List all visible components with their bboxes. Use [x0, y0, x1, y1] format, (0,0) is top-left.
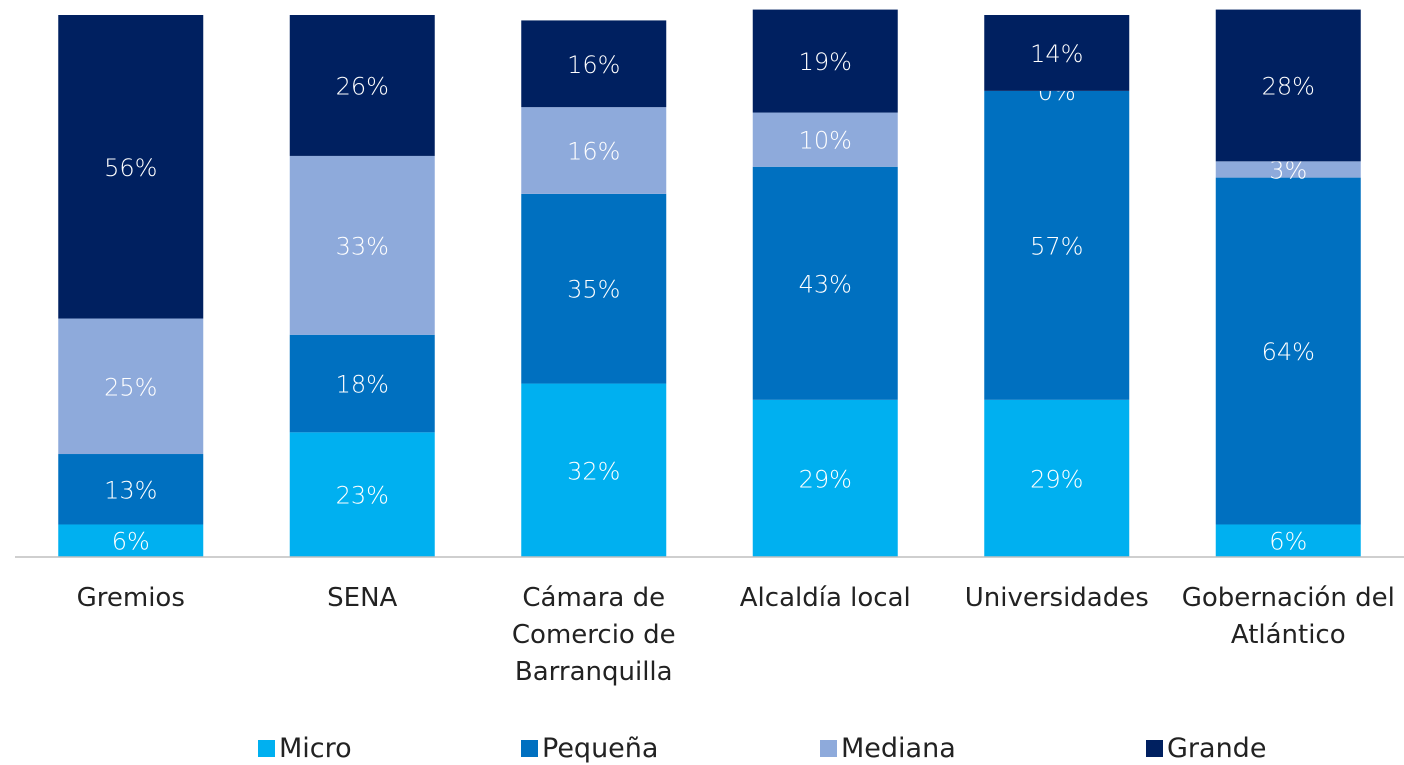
legend-swatch — [1146, 740, 1163, 757]
x-tick-label: Gremios — [76, 583, 185, 613]
legend-label: Mediana — [841, 733, 956, 764]
legend-swatch — [258, 740, 275, 757]
value-label: 14% — [1030, 40, 1083, 68]
bar-segment — [752, 399, 898, 557]
legend-label: Micro — [279, 733, 352, 764]
bar-segment — [752, 166, 898, 400]
bar-segment — [752, 112, 898, 167]
legend-item: Grande — [1146, 733, 1266, 764]
value-label: 29% — [799, 465, 852, 493]
value-label: 28% — [1262, 72, 1315, 100]
bar-segment — [521, 383, 667, 557]
x-tick-label: Universidades — [964, 583, 1149, 613]
value-label: 35% — [567, 276, 620, 304]
bar-segment — [521, 193, 667, 384]
bar-segment — [58, 318, 204, 455]
value-label: 18% — [336, 371, 389, 399]
value-label: 29% — [1030, 465, 1083, 493]
bar-segment — [1215, 177, 1361, 525]
value-label: 25% — [104, 373, 157, 401]
value-label: 57% — [1030, 232, 1083, 260]
bar-segment — [58, 454, 204, 525]
bar-segment — [289, 15, 435, 156]
bar-segment — [58, 524, 204, 557]
bar-segment — [1215, 161, 1361, 178]
x-tick-label: Alcaldía local — [739, 583, 911, 613]
bar-segment — [1215, 9, 1361, 162]
x-tick-label: Cámara de Comercio de Barranquilla — [511, 583, 676, 687]
legend-item: Micro — [258, 733, 352, 764]
bar-segment — [984, 399, 1130, 557]
value-label: 32% — [567, 457, 620, 485]
bar-segment — [289, 334, 435, 433]
value-label: 64% — [1262, 338, 1315, 366]
value-label: 33% — [336, 232, 389, 260]
legend-label: Grande — [1167, 733, 1267, 764]
legend-item: Pequeña — [521, 733, 658, 764]
bar-segment — [1215, 524, 1361, 557]
x-tick-label: Gobernación del Atlántico — [1181, 583, 1395, 650]
value-label: 6% — [1269, 528, 1307, 556]
bar-segment — [58, 15, 204, 319]
legend-swatch — [521, 740, 538, 757]
value-label: 43% — [799, 270, 852, 298]
legend-label: Pequeña — [542, 733, 659, 764]
value-label: 13% — [104, 476, 157, 504]
bar-segment — [521, 20, 667, 108]
bar-segment — [984, 15, 1130, 91]
value-label: 6% — [112, 528, 150, 556]
value-label: 23% — [336, 482, 389, 510]
value-label: 16% — [567, 138, 620, 166]
value-label: 10% — [799, 127, 852, 155]
value-label: 19% — [799, 48, 852, 76]
x-tick-label: SENA — [327, 583, 398, 613]
bar-segment — [521, 107, 667, 194]
bar-segment — [984, 90, 1130, 400]
bar-segment — [289, 155, 435, 335]
bar-segment — [289, 432, 435, 557]
bar-segment — [752, 9, 898, 113]
value-label: 56% — [104, 154, 157, 182]
value-label: 26% — [336, 72, 389, 100]
legend-item: Mediana — [820, 733, 956, 764]
legend-swatch — [820, 740, 837, 757]
value-label: 16% — [567, 51, 620, 79]
